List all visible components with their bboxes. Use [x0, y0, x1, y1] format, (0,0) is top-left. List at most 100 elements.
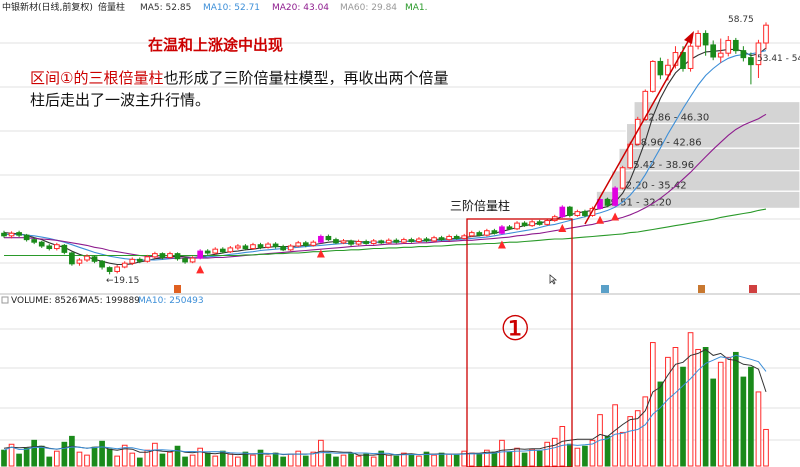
candle-body [152, 253, 158, 258]
candle [318, 234, 324, 244]
candle-body [227, 247, 234, 253]
candle-body [423, 238, 430, 242]
candle [725, 36, 732, 57]
candle [76, 258, 83, 266]
candle [355, 239, 362, 246]
volume-bar [604, 435, 611, 467]
volume-ma-lines [3, 348, 767, 456]
candle-body [295, 242, 302, 247]
candle [461, 233, 468, 240]
candle-body [431, 237, 437, 242]
candle-body [438, 237, 445, 241]
support-zones: 42.86 - 46.30 38.96 - 42.86 35.42 - 38.96 3… [595, 100, 800, 209]
candle-body [174, 253, 181, 260]
candle [31, 237, 38, 245]
candle-body [250, 244, 256, 250]
candle [38, 240, 45, 248]
double-volume-marker [316, 249, 325, 258]
candle-body [521, 222, 528, 227]
candle [242, 244, 249, 251]
candle-body [755, 42, 762, 66]
candle-body [61, 244, 68, 253]
candle [763, 22, 769, 50]
volume-bar [23, 447, 30, 467]
candle-body [23, 234, 30, 241]
candle-body [257, 244, 264, 248]
candle [695, 30, 701, 50]
candle [755, 39, 762, 78]
candle [431, 235, 437, 243]
candle [182, 256, 188, 264]
candle [710, 40, 717, 61]
candle [219, 247, 226, 254]
candle-body [385, 239, 392, 244]
candle [1, 230, 7, 238]
event-icon-4 [749, 285, 757, 293]
candle-body [393, 239, 400, 243]
candle-body [529, 221, 535, 227]
candle-body [717, 52, 724, 58]
volume-bar [468, 452, 475, 467]
volume-bars [1, 332, 769, 467]
region-number: ① [500, 309, 530, 349]
candle-body [76, 259, 83, 264]
volume-bar [340, 454, 347, 467]
candle-body [1, 232, 7, 237]
candle-body [732, 39, 739, 52]
candle-body [302, 242, 309, 246]
volume-bar [174, 445, 181, 467]
region-box [466, 218, 573, 467]
candle [401, 237, 407, 244]
candle-body [725, 39, 732, 54]
candle-body [136, 258, 143, 262]
volume-ma5-line [3, 348, 767, 456]
candle [235, 244, 241, 250]
candle [272, 242, 279, 249]
candle [619, 165, 626, 190]
volume-bar [16, 453, 22, 467]
volume-bar [333, 456, 339, 467]
candle [446, 234, 452, 241]
candle [23, 233, 30, 242]
volume-bar [491, 451, 498, 467]
candle [69, 251, 75, 266]
candle [702, 30, 709, 56]
candle-body [69, 252, 75, 265]
candle-body [348, 240, 354, 245]
volume-bar [657, 381, 664, 467]
volume-bar [204, 452, 211, 467]
volume-bar [219, 450, 226, 467]
candle [476, 230, 483, 237]
candle-body [740, 50, 747, 59]
double-volume-marker [196, 265, 205, 274]
volume-bar [619, 431, 626, 467]
candle [363, 239, 369, 245]
candle [121, 261, 128, 269]
candle-body [182, 258, 188, 263]
candle [136, 257, 143, 264]
volume-bar [544, 441, 551, 467]
volume-bar [725, 356, 732, 467]
candle [491, 228, 498, 235]
candle [385, 238, 392, 245]
volume-bar [401, 452, 407, 467]
candle [114, 265, 121, 274]
event-icon-3 [698, 285, 705, 293]
candle-body [144, 256, 151, 262]
candle [189, 256, 196, 264]
candle-body [272, 243, 279, 248]
candle [91, 255, 98, 264]
candle-body [687, 45, 694, 69]
volume-bar [355, 455, 362, 467]
volume-bar [46, 456, 53, 467]
candle [582, 209, 588, 218]
volume-bar [649, 342, 656, 467]
candle-body [318, 235, 324, 243]
candle [378, 239, 385, 245]
candle-body [582, 211, 588, 216]
volume-bar [136, 457, 143, 467]
volume-bar [536, 450, 543, 467]
volume-bar [370, 456, 377, 467]
candle [265, 242, 271, 249]
